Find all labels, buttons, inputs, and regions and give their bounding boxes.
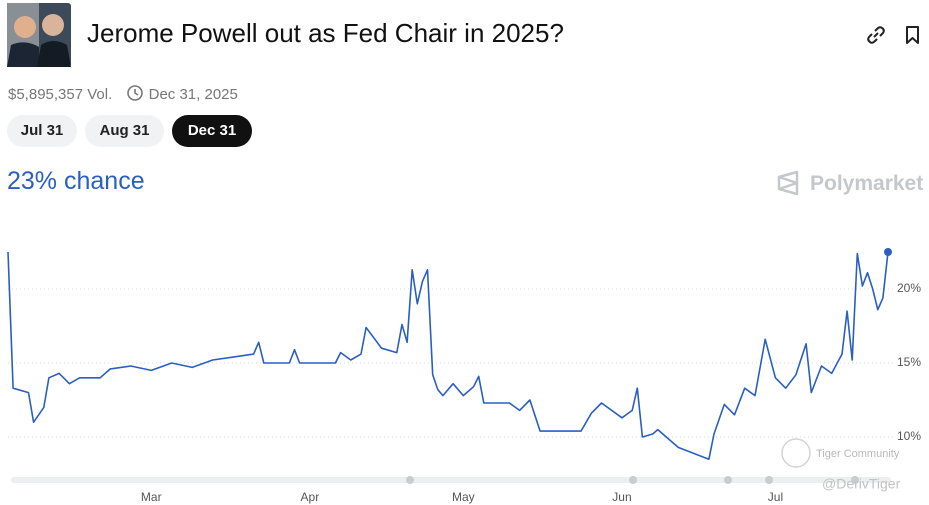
y-tick-label: 15% <box>897 355 921 369</box>
x-tick-label: Jun <box>612 490 631 504</box>
chance: 23% chance <box>7 167 145 195</box>
x-tick-label: Apr <box>301 490 320 504</box>
end-date: Dec 31, 2025 <box>148 86 238 103</box>
x-tick-label: Mar <box>141 490 162 504</box>
x-tick-label: May <box>452 490 475 504</box>
volume: $5,895,357 Vol. <box>8 86 113 103</box>
date-tab[interactable]: Jul 31 <box>7 115 77 147</box>
y-tick-label: 20% <box>897 281 921 295</box>
clock-icon <box>127 85 144 101</box>
market-title: Jerome Powell out as Fed Chair in 2025? <box>87 18 564 48</box>
y-tick-label: 10% <box>897 429 921 443</box>
bookmark-icon[interactable] <box>903 25 923 45</box>
link-icon[interactable] <box>866 25 886 45</box>
brand: Polymarket <box>810 172 924 195</box>
timeline-dots <box>406 476 859 484</box>
watermark: Tiger Community <box>816 448 900 460</box>
watermark-logo <box>781 438 811 468</box>
x-tick-label: Jul <box>768 490 783 504</box>
watermark: @DerivTiger <box>822 476 901 492</box>
market-thumbnail <box>7 3 71 67</box>
series-line <box>7 251 889 460</box>
date-tab[interactable]: Aug 31 <box>85 115 164 147</box>
market-meta: $5,895,357 Vol. Dec 31, 2025 <box>8 84 238 103</box>
brand-logo <box>777 170 799 196</box>
last-point <box>884 248 892 256</box>
date-tab[interactable]: Dec 31 <box>172 115 252 147</box>
